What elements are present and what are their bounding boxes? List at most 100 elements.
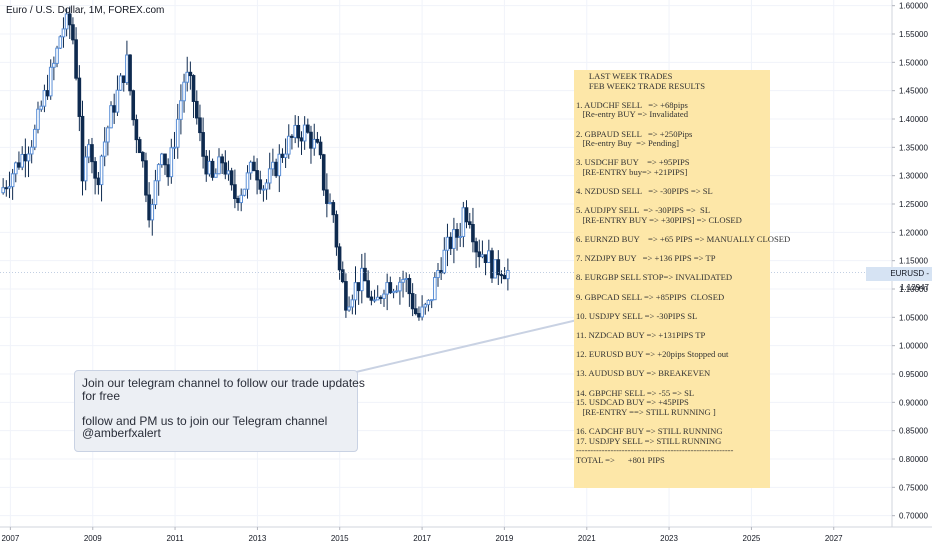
candle-body [252, 161, 256, 172]
candle-body [118, 75, 123, 91]
candle-body [23, 153, 28, 162]
note-line: 8. EURGBP SELL STOP=> INVALIDATED [576, 272, 733, 283]
y-tick-label: 0.95000 [899, 370, 928, 379]
candle-body [131, 90, 136, 121]
candlestick-series [1, 6, 510, 321]
candle-body [439, 270, 443, 274]
note-line: 5. AUDJPY SELL => -30PIPS => SL [576, 205, 711, 216]
candle-body [4, 187, 9, 190]
candle-body [17, 162, 21, 168]
candle-body [429, 299, 434, 302]
y-tick-label: 1.30000 [899, 172, 928, 181]
y-tick-label: 1.25000 [899, 200, 928, 209]
candle-body [255, 170, 259, 181]
candle-body [48, 66, 53, 97]
candle-body [153, 180, 158, 206]
candle-body [474, 241, 478, 253]
candle-body [493, 259, 497, 279]
candle-body [169, 147, 174, 178]
candle-body [179, 100, 183, 120]
candle-body [198, 117, 202, 134]
x-axis: 2007 2009 2011 2013 2015 2017 2019 2021 2023 2025… [0, 526, 932, 543]
candle-body [344, 281, 348, 311]
candle-body [26, 153, 31, 162]
candle-body [417, 313, 421, 318]
x-tick-label: 2025 [743, 534, 761, 543]
candle-body [258, 179, 263, 190]
candle-body [61, 28, 66, 38]
candle-body [210, 160, 215, 178]
y-tick-label: 1.10000 [899, 285, 928, 294]
candle-body [93, 161, 97, 179]
candle-body [80, 115, 85, 182]
candle-body [185, 71, 190, 83]
candle-body [77, 77, 82, 117]
candle-body [490, 250, 494, 279]
candle-body [64, 13, 69, 30]
candle-body [299, 137, 304, 142]
candle-body [102, 141, 107, 157]
callout-line [82, 402, 357, 415]
candle-body [128, 54, 132, 92]
price-tag-symbol: EURUSD [890, 269, 925, 278]
candle-body [487, 250, 491, 263]
candle-body [401, 279, 405, 283]
note-line: 12. EURUSD BUY => +20pips Stopped out [576, 349, 729, 360]
note-line: LAST WEEK TRADES [576, 71, 673, 81]
candle-body [436, 270, 440, 279]
candle-body [106, 127, 110, 143]
note-line: [RE-ENTRY buy=> +21PIPS] [576, 166, 688, 177]
candle-body [220, 156, 224, 164]
candle-body [452, 229, 456, 249]
candle-body [191, 75, 196, 102]
callout-line: for free [82, 388, 121, 403]
note-line: 9. GBPCAD SELL => +85PIPS CLOSED [576, 291, 725, 302]
candle-body [58, 36, 63, 49]
candle-body [109, 105, 113, 129]
note-line: 6. EURNZD BUY => +65 PIPS => MANUALLY CL… [576, 234, 791, 245]
candle-body [340, 269, 345, 283]
candle-body [115, 89, 120, 113]
telegram-callout: Join our telegram channel to follow our … [74, 370, 365, 452]
note-line: 4. NZDUSD SELL => -30PIPS => SL [576, 186, 713, 197]
candle-body [223, 162, 228, 175]
note-line: 10. USDJPY SELL => -30PIPS SL [576, 310, 698, 321]
candle-body [458, 235, 463, 238]
candle-body [398, 281, 402, 292]
candle-body [420, 306, 424, 318]
candle-body [312, 138, 317, 149]
candle-body [267, 168, 272, 184]
candle-body [204, 155, 209, 175]
candle-body [334, 214, 339, 248]
price-tag-value: 1.12947 [900, 283, 929, 292]
y-tick-label: 1.50000 [899, 58, 928, 67]
candle-body [236, 197, 240, 204]
candle-body [467, 221, 472, 226]
x-tick-label: 2009 [84, 534, 102, 543]
y-tick-label: 1.05000 [899, 313, 928, 322]
y-tick-label: 0.75000 [899, 483, 928, 492]
note-line: 2. GBPAUD SELL => +250Pips [576, 128, 693, 139]
x-tick-label: 2023 [660, 534, 678, 543]
candle-body [163, 153, 167, 166]
candle-body [328, 202, 332, 205]
candle-body [188, 71, 193, 77]
y-tick-label: 1.00000 [899, 342, 928, 351]
candle-body [369, 296, 374, 301]
y-tick-label: 0.80000 [899, 455, 928, 464]
candle-body [13, 162, 18, 175]
candle-body [29, 146, 34, 155]
y-tick-label: 1.55000 [899, 30, 928, 39]
candle-body [366, 280, 370, 298]
y-tick-label: 1.45000 [899, 87, 928, 96]
candle-body [125, 54, 129, 83]
candle-body [480, 254, 485, 258]
candle-body [10, 173, 15, 188]
candle-body [296, 124, 301, 139]
candle-body [261, 188, 266, 191]
candle-body [217, 156, 221, 175]
y-tick-label: 1.40000 [899, 115, 928, 124]
candle-body [388, 282, 393, 294]
x-tick-label: 2019 [495, 534, 513, 543]
